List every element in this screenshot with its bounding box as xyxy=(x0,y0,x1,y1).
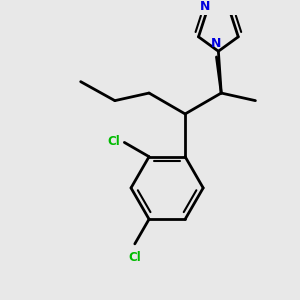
Text: Cl: Cl xyxy=(108,135,121,148)
Text: N: N xyxy=(200,0,210,13)
Text: N: N xyxy=(211,37,222,50)
Text: Cl: Cl xyxy=(128,251,141,265)
